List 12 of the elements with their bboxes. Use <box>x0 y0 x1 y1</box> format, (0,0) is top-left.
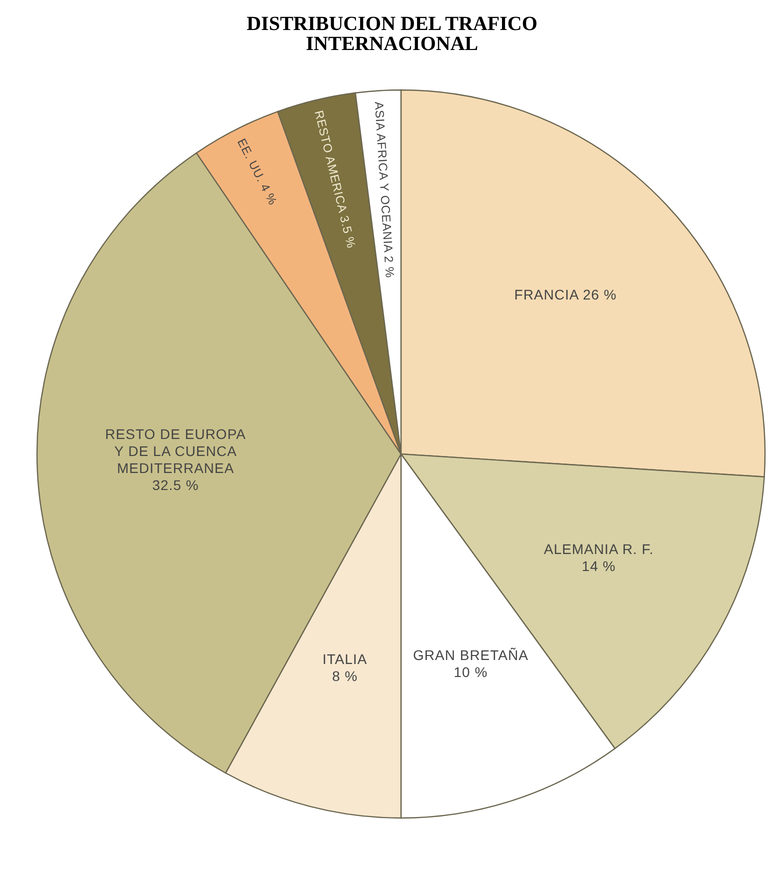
slice-label: ITALIA <box>322 651 368 668</box>
slice-label: ASIA AFRICA Y OCEANIA 2 % <box>372 101 397 279</box>
slice-label: EE. UU. 4 % <box>234 136 280 208</box>
slice-label: GRAN BRETAÑA <box>413 647 529 664</box>
chart-title: DISTRIBUCION DEL TRAFICO INTERNACIONAL <box>246 13 538 55</box>
slice-label: RESTO DE EUROPA Y DE LA CUENCA MEDITERRANEA <box>105 426 246 476</box>
data-label: 14 % <box>582 558 616 574</box>
data-label: 32.5 % <box>152 477 199 494</box>
data-label: 10 % <box>454 664 488 680</box>
data-label: 8 % <box>332 668 358 684</box>
slice-label: ALEMANIA R. F. <box>544 541 654 558</box>
slice-label: FRANCIA 26 % <box>514 286 617 303</box>
